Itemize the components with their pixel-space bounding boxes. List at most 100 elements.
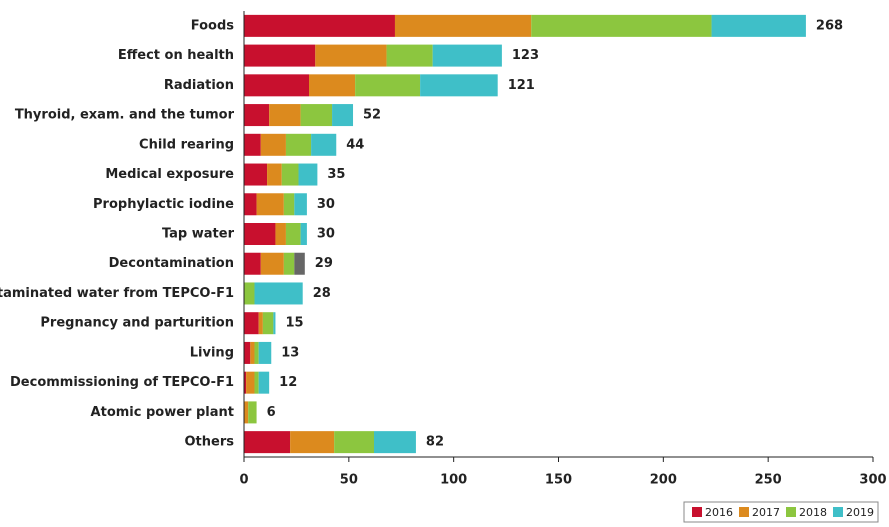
bar-segment	[244, 312, 259, 335]
bar-segment	[334, 431, 374, 454]
legend-label: 2019	[846, 506, 874, 519]
bar-segment	[258, 371, 270, 394]
category-label: Contaminated water from TEPCO-F1	[0, 286, 234, 301]
category-label: Atomic power plant	[91, 405, 234, 420]
total-label: 52	[363, 108, 381, 123]
bar-segment	[258, 312, 263, 335]
bar-segment	[285, 223, 301, 245]
bar-segment	[244, 371, 247, 394]
bar-segment	[294, 193, 307, 216]
bar-segment	[311, 133, 337, 156]
bar-segment	[250, 341, 255, 364]
total-label: 35	[327, 167, 345, 182]
total-label: 121	[508, 78, 535, 93]
bar-segment	[254, 371, 259, 394]
bar-segment	[260, 252, 284, 275]
legend-box	[683, 501, 879, 523]
bar-segment	[256, 193, 284, 216]
total-label: 30	[317, 227, 335, 242]
bar-segment	[260, 133, 286, 156]
bar-segment	[355, 74, 421, 97]
x-tick-label: 150	[545, 473, 572, 488]
bar-segment	[432, 44, 502, 67]
bar-segment	[394, 14, 532, 37]
x-tick-label: 0	[239, 473, 248, 488]
x-tick-label: 250	[755, 473, 782, 488]
total-label: 6	[267, 405, 276, 420]
bar-segment	[254, 341, 259, 364]
bar-segment	[273, 312, 276, 335]
bar-segment	[244, 104, 270, 127]
bar-segment	[244, 133, 261, 156]
bar-segment	[244, 341, 251, 364]
bar-segment	[244, 252, 261, 275]
category-label: Radiation	[164, 78, 234, 93]
bar-segment	[300, 223, 307, 245]
bar-segment	[373, 431, 416, 454]
total-label: 82	[426, 435, 444, 450]
bar-segment	[290, 431, 335, 454]
bar-segment	[248, 401, 257, 424]
total-label: 30	[317, 197, 335, 212]
bar-segment	[244, 74, 309, 97]
legend-swatch	[692, 507, 702, 517]
bar-segment	[244, 44, 316, 67]
bar-segment	[258, 341, 272, 364]
bar-segment	[531, 14, 712, 37]
category-label: Child rearing	[139, 137, 234, 152]
bar-segment	[244, 14, 395, 37]
bar-segment	[300, 104, 333, 127]
category-label: Foods	[191, 18, 235, 33]
bar-segment	[244, 223, 276, 245]
bar-segment	[254, 282, 303, 305]
category-label: Decommissioning of TEPCO-F1	[10, 375, 234, 390]
total-label: 29	[315, 256, 333, 271]
category-label: Thyroid, exam. and the tumor	[15, 108, 235, 123]
total-label: 268	[816, 18, 843, 33]
legend-swatch	[739, 507, 749, 517]
bar-segment	[269, 104, 301, 127]
x-tick-label: 50	[340, 473, 358, 488]
bar-segment	[283, 193, 295, 216]
bar-segment	[244, 401, 249, 424]
x-tick-label: 200	[650, 473, 677, 488]
bar-segment	[294, 252, 305, 275]
legend-label: 2016	[705, 506, 733, 519]
bar-segment	[308, 74, 356, 97]
bar-segment	[332, 104, 354, 127]
total-label: 15	[285, 316, 303, 331]
category-label: Living	[190, 345, 234, 360]
bar-segment	[244, 431, 291, 454]
bar-segment	[285, 133, 312, 156]
bar-segment	[298, 163, 318, 186]
legend-label: 2017	[752, 506, 780, 519]
category-label: Prophylactic iodine	[93, 197, 234, 212]
category-label: Others	[185, 435, 235, 450]
bar-segment	[281, 163, 299, 186]
category-label: Decontamination	[109, 256, 234, 271]
bar-segment	[244, 282, 255, 305]
legend-swatch	[833, 507, 843, 517]
category-label: Effect on health	[118, 48, 234, 63]
total-label: 123	[512, 48, 539, 63]
bar-segment	[267, 163, 282, 186]
bar-segment	[244, 163, 268, 186]
bar-segment	[420, 74, 498, 97]
bar-segment	[244, 193, 257, 216]
bar-segment	[283, 252, 295, 275]
legend-label: 2018	[799, 506, 827, 519]
bar-segment	[386, 44, 433, 67]
bar-segment	[246, 371, 255, 394]
total-label: 28	[313, 286, 331, 301]
category-label: Medical exposure	[105, 167, 234, 182]
bar-segment	[262, 312, 274, 335]
x-tick-label: 100	[440, 473, 467, 488]
total-label: 12	[279, 375, 297, 390]
category-label: Pregnancy and parturition	[40, 316, 234, 331]
bar-segment	[711, 14, 806, 37]
x-tick-label: 300	[859, 473, 886, 488]
total-label: 44	[346, 137, 364, 152]
total-label: 13	[281, 345, 299, 360]
bar-segment	[275, 223, 286, 245]
